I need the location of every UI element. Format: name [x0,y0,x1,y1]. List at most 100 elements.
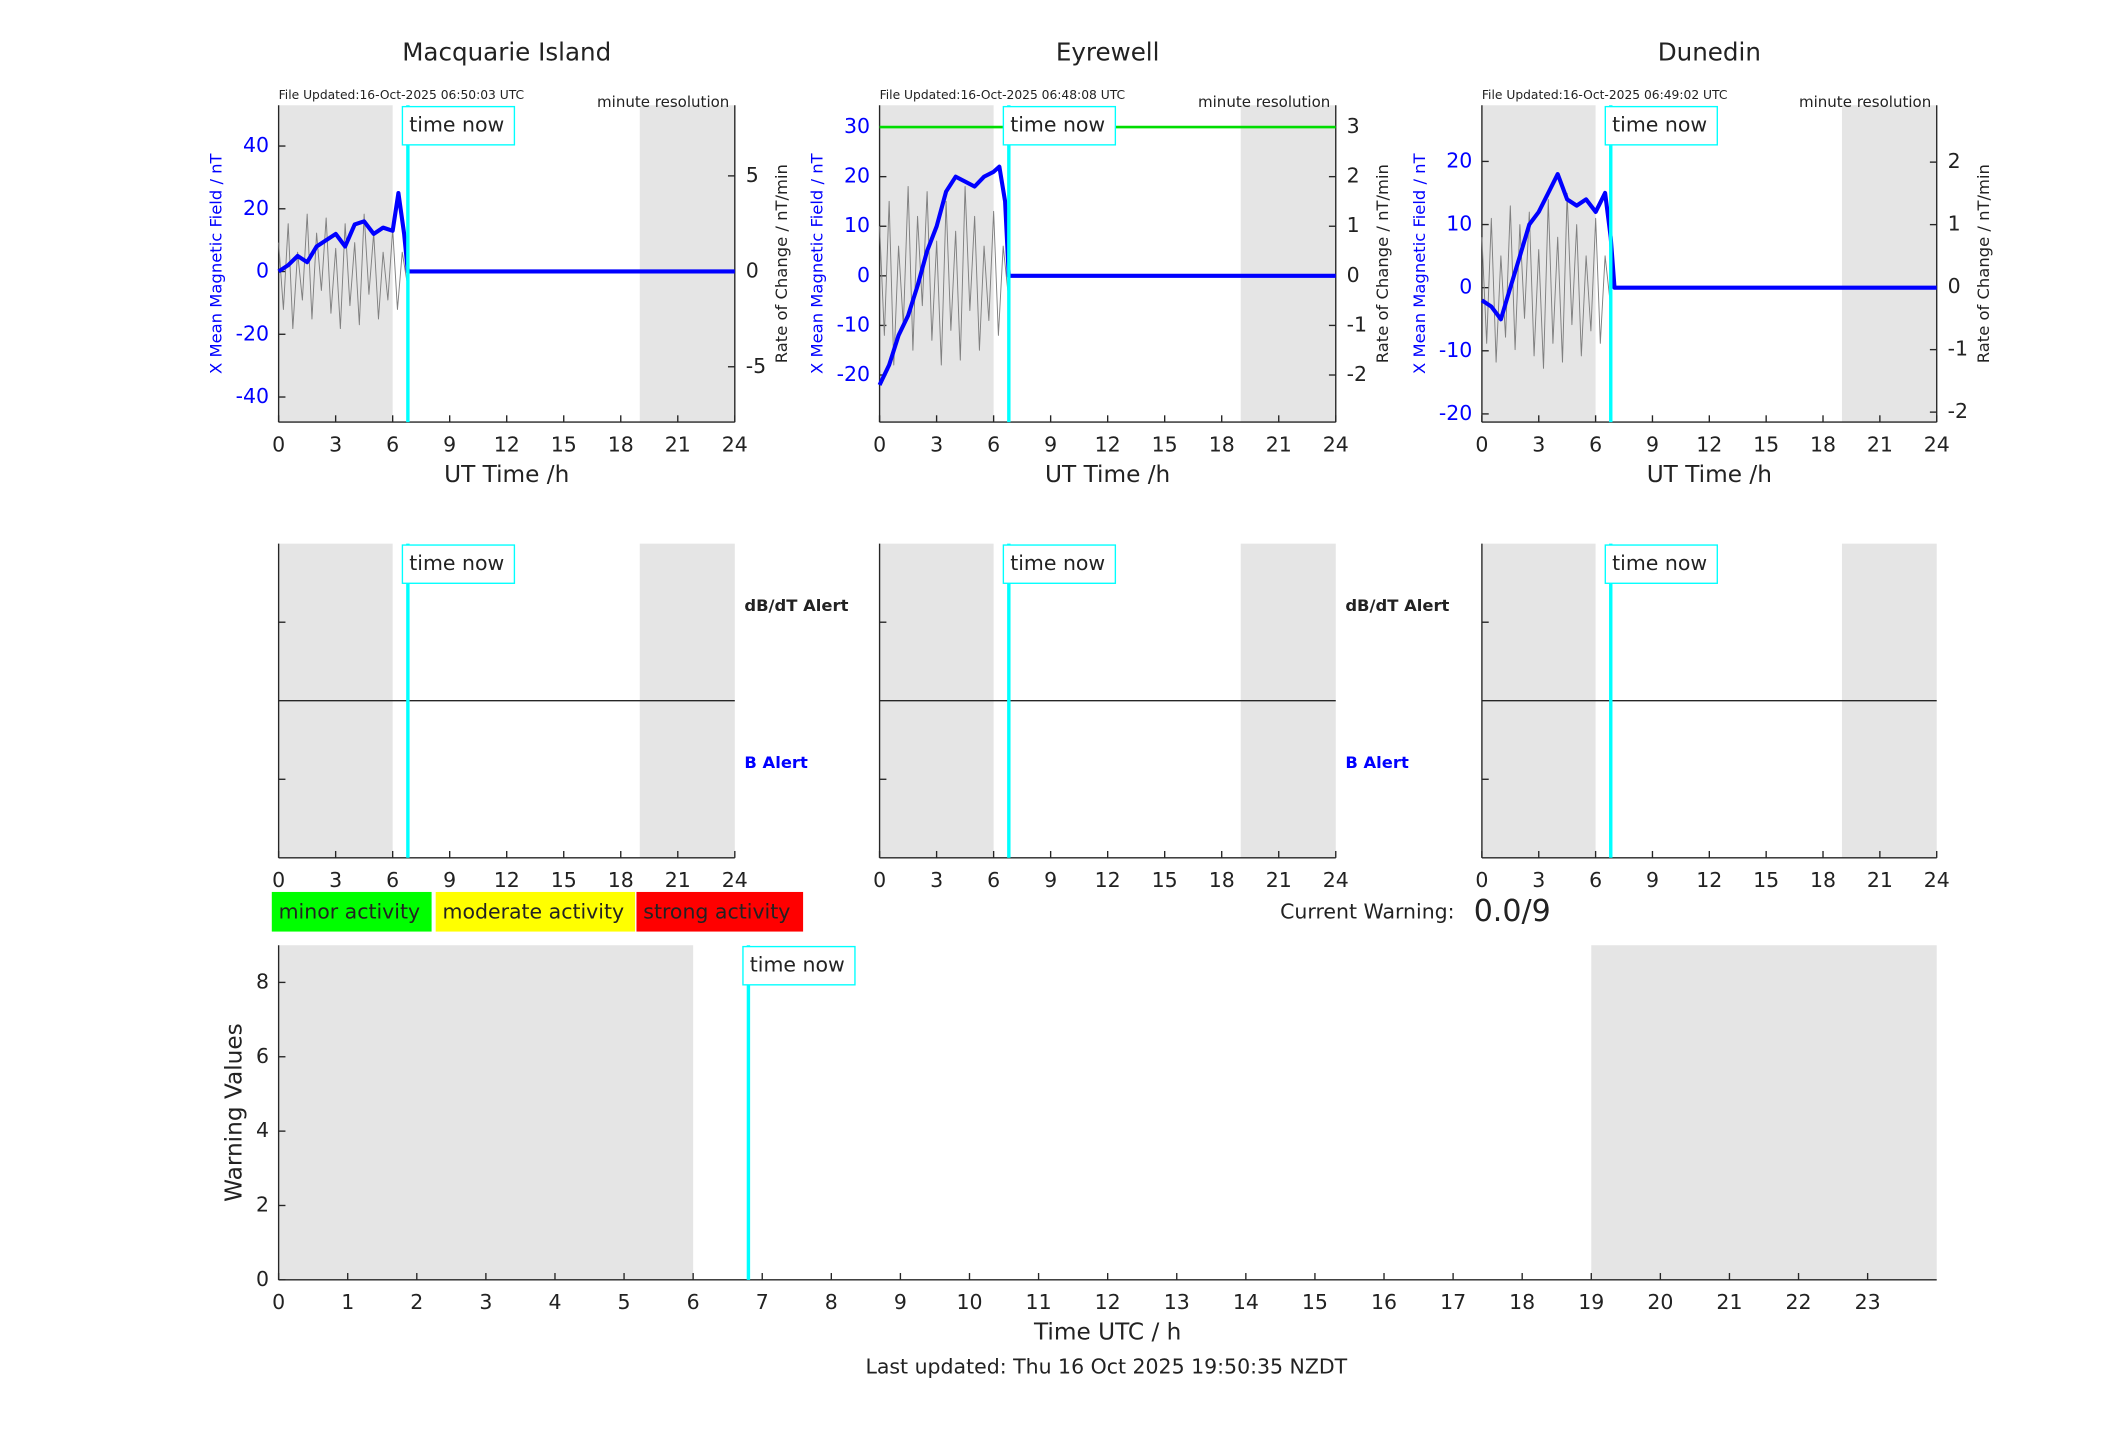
y-tick-label: -10 [1439,338,1472,362]
x-tick-label: 21 [1867,432,1893,456]
x-tick-label: 24 [1924,868,1950,892]
data-line [877,164,1336,386]
file-updated: File Updated:16-Oct-2025 06:50:03 UTC [279,88,524,102]
y-tick-label: 20 [1446,148,1472,172]
x-tick-label: 21 [665,432,691,456]
data-line [879,186,1009,366]
b-alert-label: B Alert [744,753,808,772]
x-tick-label: 21 [665,868,691,892]
y2-tick-label: -2 [1347,362,1367,386]
x-tick-label: 2 [410,1290,423,1314]
x-tick-label: 8 [825,1290,838,1314]
x-tick-label: 0 [1475,868,1488,892]
y2-tick-label: -5 [746,354,766,378]
x-tick-label: 15 [551,868,577,892]
y2-axis-label: Rate of Change / nT/min [772,164,791,363]
x-tick-label: 15 [1302,1290,1328,1314]
y-tick-label: 0 [857,263,870,287]
x-tick-label: 15 [1152,868,1178,892]
x-tick-label: 6 [386,432,399,456]
legend-label: moderate activity [443,899,625,923]
x-tick-label: 18 [1209,432,1235,456]
y-tick-label: 30 [844,114,870,138]
time-now-box [1002,105,1117,146]
y-tick-label: 10 [1446,212,1472,236]
x-tick-label: 22 [1786,1290,1812,1314]
x-tick-label: 15 [1753,868,1779,892]
db-dt-alert-label: dB/dT Alert [1345,596,1449,615]
time-now-label: time now [1612,113,1707,137]
time-now-label: time now [1010,551,1105,575]
y-tick-label: 0 [256,1267,269,1291]
x-tick-label: 18 [608,868,634,892]
b-alert-label: B Alert [1345,753,1409,772]
x-tick-label: 15 [1152,432,1178,456]
resolution-note: minute resolution [1799,93,1931,111]
x-tick-label: 12 [1095,868,1121,892]
y-tick-label: 40 [243,133,269,157]
x-tick-label: 3 [329,868,342,892]
y2-tick-label: 3 [1347,114,1360,138]
x-axis-label: Time UTC / h [1033,1319,1181,1346]
x-tick-label: 3 [930,432,943,456]
data-line [277,191,735,274]
legend-label: strong activity [643,899,790,923]
x-tick-label: 13 [1164,1290,1190,1314]
chart-title: Eyrewell [1056,37,1160,66]
x-tick-label: 20 [1647,1290,1673,1314]
x-tick-label: 12 [1095,1290,1121,1314]
x-axis-label: UT Time /h [1045,461,1170,488]
legend-label: minor activity [279,899,421,923]
time-now-label: time now [409,113,504,137]
time-now-box [1604,105,1718,146]
x-tick-label: 3 [1532,432,1545,456]
time-now-box [1002,544,1117,584]
y-tick-label: 10 [844,213,870,237]
x-tick-label: 24 [722,432,748,456]
x-tick-label: 21 [1716,1290,1742,1314]
time-now-label: time now [750,953,845,977]
chart-title: Dunedin [1658,37,1761,66]
data-line [1480,172,1937,322]
x-tick-label: 6 [1589,432,1602,456]
x-axis-label: UT Time /h [444,461,569,488]
file-updated: File Updated:16-Oct-2025 06:49:02 UTC [1482,88,1728,102]
y2-tick-label: 2 [1347,164,1360,188]
x-tick-label: 18 [1810,432,1836,456]
y2-tick-label: 0 [746,258,759,282]
footer: Last updated: Thu 16 Oct 2025 19:50:35 N… [865,1354,1347,1378]
x-tick-label: 15 [551,432,577,456]
y2-tick-label: 5 [746,163,759,187]
x-tick-label: 21 [1266,868,1292,892]
y-tick-label: 0 [1459,275,1472,299]
x-tick-label: 6 [687,1290,700,1314]
resolution-note: minute resolution [597,93,729,111]
x-tick-label: 16 [1371,1290,1397,1314]
y2-axis-label: Rate of Change / nT/min [1373,164,1392,363]
shaded-region [278,105,393,423]
x-tick-label: 24 [1323,868,1349,892]
y-axis-label: Warning Values [220,1023,247,1202]
x-tick-label: 0 [272,432,285,456]
x-tick-label: 12 [494,868,520,892]
x-tick-label: 5 [618,1290,631,1314]
x-tick-label: 18 [1509,1290,1535,1314]
x-tick-label: 24 [1924,432,1950,456]
x-tick-label: 18 [1810,868,1836,892]
x-tick-label: 6 [386,868,399,892]
x-tick-label: 21 [1266,432,1292,456]
current-warning-label: Current Warning: [1280,899,1454,923]
x-tick-label: 0 [1475,432,1488,456]
legend-swatch [271,891,432,932]
y-tick-label: -20 [236,321,269,345]
x-tick-label: 3 [329,432,342,456]
y2-tick-label: 1 [1347,213,1360,237]
time-now-label: time now [409,551,504,575]
chart-title: Macquarie Island [402,37,611,66]
time-now-box [742,945,856,986]
time-now-box [401,544,516,584]
y-tick-label: 2 [256,1192,269,1216]
time-now-label: time now [1010,113,1105,137]
time-now-box [1604,544,1718,584]
